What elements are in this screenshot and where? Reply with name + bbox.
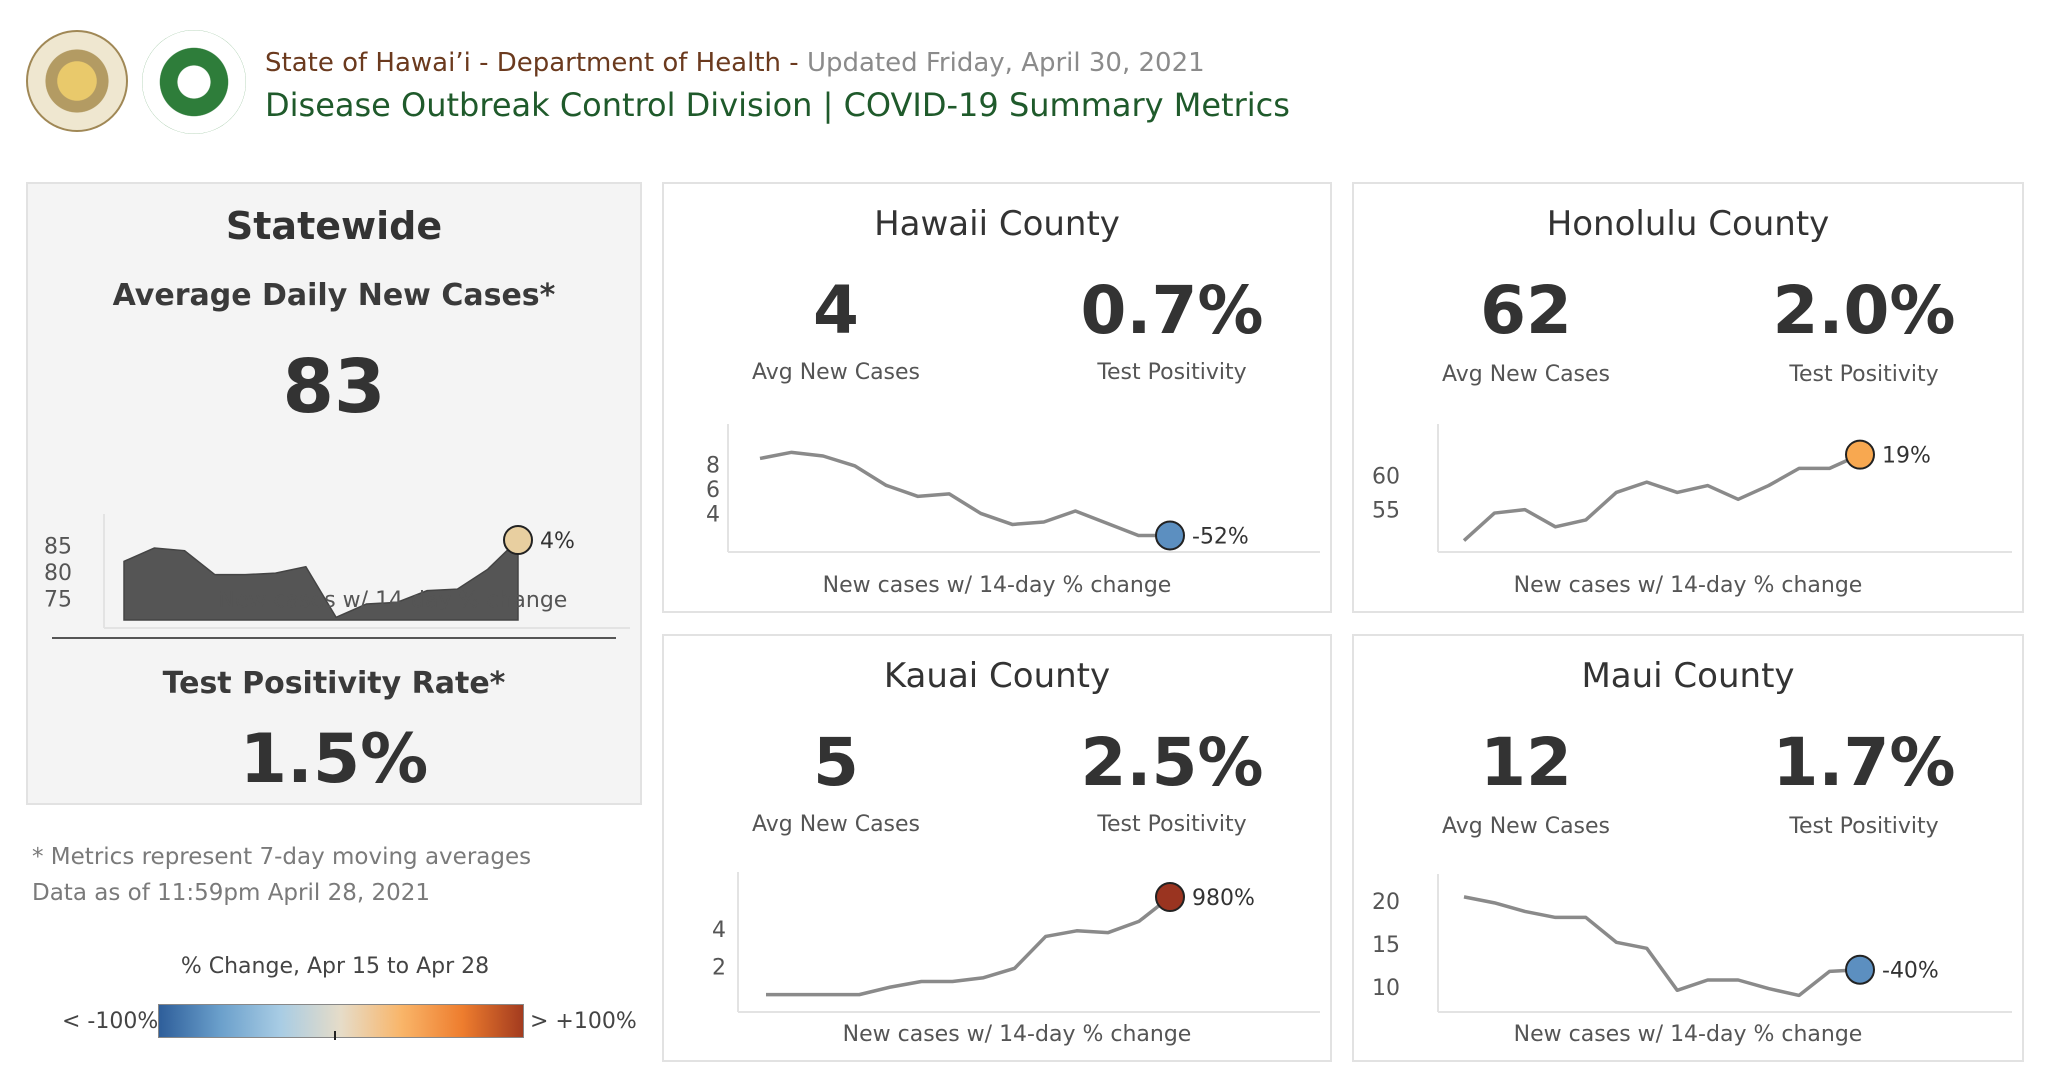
- honolulu-test-positivity-label: Test Positivity: [1789, 362, 1939, 387]
- maui-chart-caption: New cases w/ 14-day % change: [1513, 1022, 1863, 1047]
- hawaii-series-line: [759, 450, 1170, 538]
- statewide-title: Statewide: [225, 204, 443, 248]
- maui-end-marker: [1845, 954, 1875, 985]
- honolulu-county-title: Honolulu County: [1546, 204, 1830, 244]
- honolulu-chart-caption: New cases w/ 14-day % change: [1513, 573, 1863, 598]
- hawaii-test-positivity-label: Test Positivity: [1097, 360, 1247, 385]
- hawaii-change-label: -52%: [1192, 524, 1249, 549]
- honolulu-y-tick-label: 55: [1372, 499, 1400, 524]
- legend-color-ramp: [158, 1004, 524, 1038]
- statewide-y-tick-label: 85: [44, 534, 72, 559]
- statewide-positivity-value: 1.5%: [239, 720, 429, 799]
- kauai-county-panel: Kauai County 5 Avg New Cases 2.5% Test P…: [662, 634, 1332, 1062]
- hawaii-y-tick-label: 6: [706, 478, 720, 503]
- honolulu-county-panel: Honolulu County 62 Avg New Cases 2.0% Te…: [1352, 182, 2024, 613]
- honolulu-change-label: 19%: [1882, 444, 1931, 469]
- statewide-y-tick-label: 80: [44, 561, 72, 586]
- hawaii-end-marker: [1155, 520, 1185, 551]
- maui-county-panel: Maui County 12 Avg New Cases 1.7% Test P…: [1352, 634, 2024, 1062]
- header-org: State of Hawai’i - Department of Health …: [265, 48, 807, 78]
- statewide-cases-value: 83: [282, 344, 386, 430]
- kauai-y-tick-label: 4: [712, 918, 726, 943]
- honolulu-y-tick-label: 60: [1372, 464, 1400, 489]
- kauai-change-label: 980%: [1192, 886, 1255, 911]
- maui-y-tick-label: 20: [1372, 890, 1400, 915]
- maui-series-line: [1463, 895, 1861, 998]
- honolulu-avg-new-cases-value: 62: [1480, 272, 1572, 349]
- kauai-test-positivity-value: 2.5%: [1080, 724, 1264, 801]
- kauai-avg-new-cases-value: 5: [813, 724, 859, 801]
- kauai-avg-new-cases-label: Avg New Cases: [751, 812, 921, 837]
- statewide-end-marker: [503, 525, 533, 555]
- statewide-panel: Statewide Average Daily New Cases* 83 75…: [26, 182, 642, 805]
- legend-zero-tick: [334, 1031, 336, 1040]
- honolulu-end-marker: [1845, 439, 1875, 470]
- maui-chart: 10 15 20 -40%: [1372, 874, 2012, 1013]
- maui-test-positivity-label: Test Positivity: [1789, 814, 1939, 839]
- statewide-cases-label: Average Daily New Cases*: [112, 278, 556, 313]
- maui-y-tick-label: 15: [1372, 933, 1400, 958]
- statewide-chart-caption: New cases w/ 14-day % change: [218, 588, 568, 613]
- maui-change-label: -40%: [1882, 959, 1939, 984]
- kauai-series-line: [766, 895, 1172, 997]
- legend-title: % Change, Apr 15 to Apr 28: [180, 954, 490, 979]
- hawaii-test-positivity-value: 0.7%: [1080, 272, 1264, 349]
- header-updated: Updated Friday, April 30, 2021: [806, 48, 1205, 78]
- hawaii-chart: 468 -52%: [706, 424, 1320, 553]
- maui-y-tick-label: 10: [1372, 976, 1400, 1001]
- kauai-chart: 2 4 980%: [712, 872, 1320, 1013]
- department-of-health-logo: [142, 30, 246, 134]
- header-line-1: State of Hawai’i - Department of Health …: [265, 48, 1205, 78]
- maui-county-title: Maui County: [1581, 656, 1795, 696]
- state-seal-logo: [26, 30, 128, 132]
- hawaii-county-title: Hawaii County: [874, 204, 1120, 244]
- kauai-chart-caption: New cases w/ 14-day % change: [842, 1022, 1192, 1047]
- statewide-series-area: [123, 538, 519, 621]
- legend-min-label: < -100%: [62, 1009, 159, 1034]
- honolulu-avg-new-cases-label: Avg New Cases: [1441, 362, 1611, 387]
- maui-test-positivity-value: 1.7%: [1772, 724, 1956, 801]
- hawaii-county-panel: Hawaii County 4 Avg New Cases 0.7% Test …: [662, 182, 1332, 613]
- kauai-test-positivity-label: Test Positivity: [1097, 812, 1247, 837]
- hawaii-y-tick-label: 4: [706, 502, 720, 527]
- honolulu-test-positivity-value: 2.0%: [1772, 272, 1956, 349]
- footnote-data-as-of: Data as of 11:59pm April 28, 2021: [32, 880, 430, 906]
- statewide-y-tick-label: 75: [44, 588, 72, 613]
- footnote-moving-averages: * Metrics represent 7-day moving average…: [32, 844, 532, 870]
- legend-max-label: > +100%: [530, 1009, 637, 1034]
- maui-avg-new-cases-value: 12: [1480, 724, 1572, 801]
- statewide-change-label: 4%: [540, 529, 575, 554]
- kauai-county-title: Kauai County: [883, 656, 1111, 696]
- divider: [52, 637, 616, 639]
- hawaii-avg-new-cases-value: 4: [813, 272, 859, 349]
- honolulu-series-line: [1462, 453, 1861, 542]
- maui-avg-new-cases-label: Avg New Cases: [1441, 814, 1611, 839]
- header-title: Disease Outbreak Control Division | COVI…: [265, 86, 1290, 124]
- hawaii-y-tick-label: 8: [706, 454, 720, 479]
- hawaii-avg-new-cases-label: Avg New Cases: [751, 360, 921, 385]
- kauai-end-marker: [1155, 882, 1185, 913]
- statewide-positivity-label: Test Positivity Rate*: [162, 666, 506, 701]
- kauai-y-tick-label: 2: [712, 955, 726, 980]
- hawaii-chart-caption: New cases w/ 14-day % change: [822, 573, 1172, 598]
- honolulu-chart: 55 60 19%: [1372, 424, 2012, 553]
